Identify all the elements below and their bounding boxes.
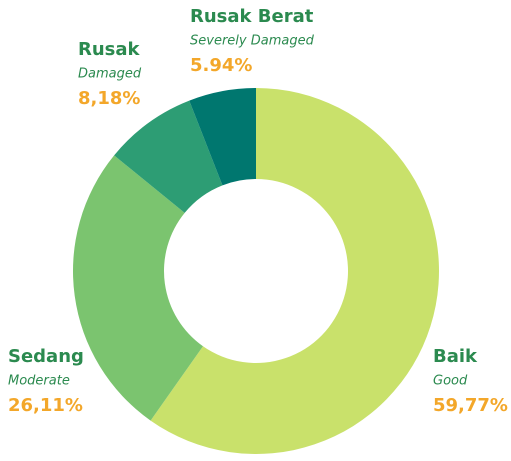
- slice: [72, 155, 204, 421]
- value-label: 8,18%: [78, 88, 140, 109]
- sub-label: Moderate: [8, 374, 70, 389]
- slice: [189, 88, 256, 186]
- category-label: Rusak Berat: [190, 6, 314, 27]
- value-label: 26,11%: [8, 395, 83, 416]
- sub-label: Damaged: [78, 67, 142, 82]
- category-label: Sedang: [8, 346, 84, 367]
- value-label: 59,77%: [433, 395, 508, 416]
- slice: [114, 100, 223, 213]
- category-label: Rusak: [78, 39, 141, 60]
- sub-label: Severely Damaged: [190, 34, 315, 49]
- value-label: 5.94%: [190, 55, 252, 76]
- slice: [150, 88, 440, 455]
- category-label: Baik: [433, 346, 478, 367]
- sub-label: Good: [433, 374, 468, 389]
